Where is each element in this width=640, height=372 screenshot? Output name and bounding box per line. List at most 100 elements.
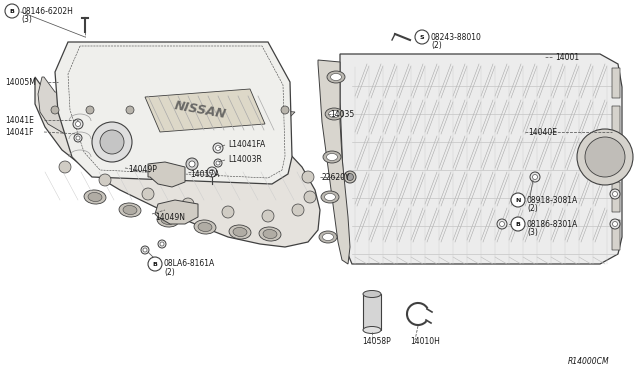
Text: (3): (3) <box>21 15 32 23</box>
Ellipse shape <box>363 291 381 298</box>
Circle shape <box>612 221 618 227</box>
Ellipse shape <box>229 225 251 239</box>
Circle shape <box>51 106 59 114</box>
Circle shape <box>497 219 507 229</box>
Ellipse shape <box>326 154 337 160</box>
Text: B: B <box>516 221 520 227</box>
Circle shape <box>182 198 194 210</box>
Ellipse shape <box>325 108 343 120</box>
Circle shape <box>166 106 174 114</box>
Text: 14010H: 14010H <box>410 337 440 346</box>
Circle shape <box>511 217 525 231</box>
Circle shape <box>209 170 214 174</box>
FancyBboxPatch shape <box>612 68 620 98</box>
Ellipse shape <box>324 193 335 201</box>
Circle shape <box>160 242 164 246</box>
Circle shape <box>246 106 254 114</box>
Circle shape <box>74 134 82 142</box>
Ellipse shape <box>161 215 175 225</box>
Circle shape <box>511 193 525 207</box>
Text: 08LA6-8161A: 08LA6-8161A <box>164 260 215 269</box>
Circle shape <box>99 174 111 186</box>
Circle shape <box>610 219 620 229</box>
Text: 08918-3081A: 08918-3081A <box>527 196 579 205</box>
Circle shape <box>281 106 289 114</box>
Ellipse shape <box>323 234 333 241</box>
Text: (2): (2) <box>527 203 538 212</box>
Ellipse shape <box>84 190 106 204</box>
Ellipse shape <box>123 205 137 215</box>
Text: 22620Y: 22620Y <box>322 173 351 182</box>
Circle shape <box>213 143 223 153</box>
Text: (3): (3) <box>527 228 538 237</box>
Ellipse shape <box>327 71 345 83</box>
Circle shape <box>612 192 618 196</box>
Text: L14041FA: L14041FA <box>228 140 265 148</box>
Circle shape <box>148 257 162 271</box>
Text: 14017A: 14017A <box>190 170 220 179</box>
Text: 14001: 14001 <box>555 52 579 61</box>
Text: 14041F: 14041F <box>5 128 33 137</box>
Circle shape <box>5 4 19 18</box>
Ellipse shape <box>321 191 339 203</box>
Text: NISSAN: NISSAN <box>173 99 227 121</box>
Ellipse shape <box>263 230 277 238</box>
Circle shape <box>100 130 124 154</box>
Circle shape <box>73 119 83 129</box>
Circle shape <box>214 159 222 167</box>
Polygon shape <box>38 77 295 147</box>
Ellipse shape <box>233 227 247 237</box>
Text: 14041E: 14041E <box>5 115 34 125</box>
Circle shape <box>302 171 314 183</box>
FancyBboxPatch shape <box>612 106 620 136</box>
Ellipse shape <box>344 171 356 183</box>
FancyBboxPatch shape <box>612 144 620 174</box>
Text: L14003R: L14003R <box>228 154 262 164</box>
Text: 08186-8301A: 08186-8301A <box>527 219 579 228</box>
FancyBboxPatch shape <box>612 220 620 250</box>
Circle shape <box>304 191 316 203</box>
Circle shape <box>76 136 80 140</box>
Polygon shape <box>55 42 292 184</box>
Ellipse shape <box>323 151 341 163</box>
Text: R14000CM: R14000CM <box>568 357 610 366</box>
Circle shape <box>76 122 81 126</box>
Circle shape <box>207 167 217 177</box>
Text: (2): (2) <box>431 41 442 49</box>
Circle shape <box>585 137 625 177</box>
Text: S: S <box>420 35 424 39</box>
Circle shape <box>86 106 94 114</box>
Circle shape <box>141 246 149 254</box>
Ellipse shape <box>329 110 340 118</box>
Polygon shape <box>318 60 350 264</box>
Text: 14049P: 14049P <box>128 164 157 173</box>
Circle shape <box>499 221 504 227</box>
Circle shape <box>577 129 633 185</box>
Text: 14005M: 14005M <box>5 77 36 87</box>
Polygon shape <box>155 200 198 224</box>
Text: 08146-6202H: 08146-6202H <box>21 6 73 16</box>
Circle shape <box>158 240 166 248</box>
Text: 14049N: 14049N <box>155 212 185 221</box>
Polygon shape <box>340 54 622 264</box>
Text: B: B <box>152 262 157 266</box>
Circle shape <box>292 204 304 216</box>
Circle shape <box>216 161 220 165</box>
Circle shape <box>126 106 134 114</box>
Ellipse shape <box>157 213 179 227</box>
Polygon shape <box>145 89 265 132</box>
Circle shape <box>530 172 540 182</box>
Text: 08243-88010: 08243-88010 <box>431 32 482 42</box>
Ellipse shape <box>119 203 141 217</box>
Circle shape <box>189 161 195 167</box>
Text: N: N <box>515 198 521 202</box>
Ellipse shape <box>319 231 337 243</box>
Circle shape <box>186 158 198 170</box>
Ellipse shape <box>346 173 353 180</box>
Circle shape <box>92 122 132 162</box>
Text: (2): (2) <box>164 267 175 276</box>
Circle shape <box>206 106 214 114</box>
Bar <box>363 294 381 330</box>
Ellipse shape <box>198 222 212 231</box>
Polygon shape <box>148 162 185 187</box>
